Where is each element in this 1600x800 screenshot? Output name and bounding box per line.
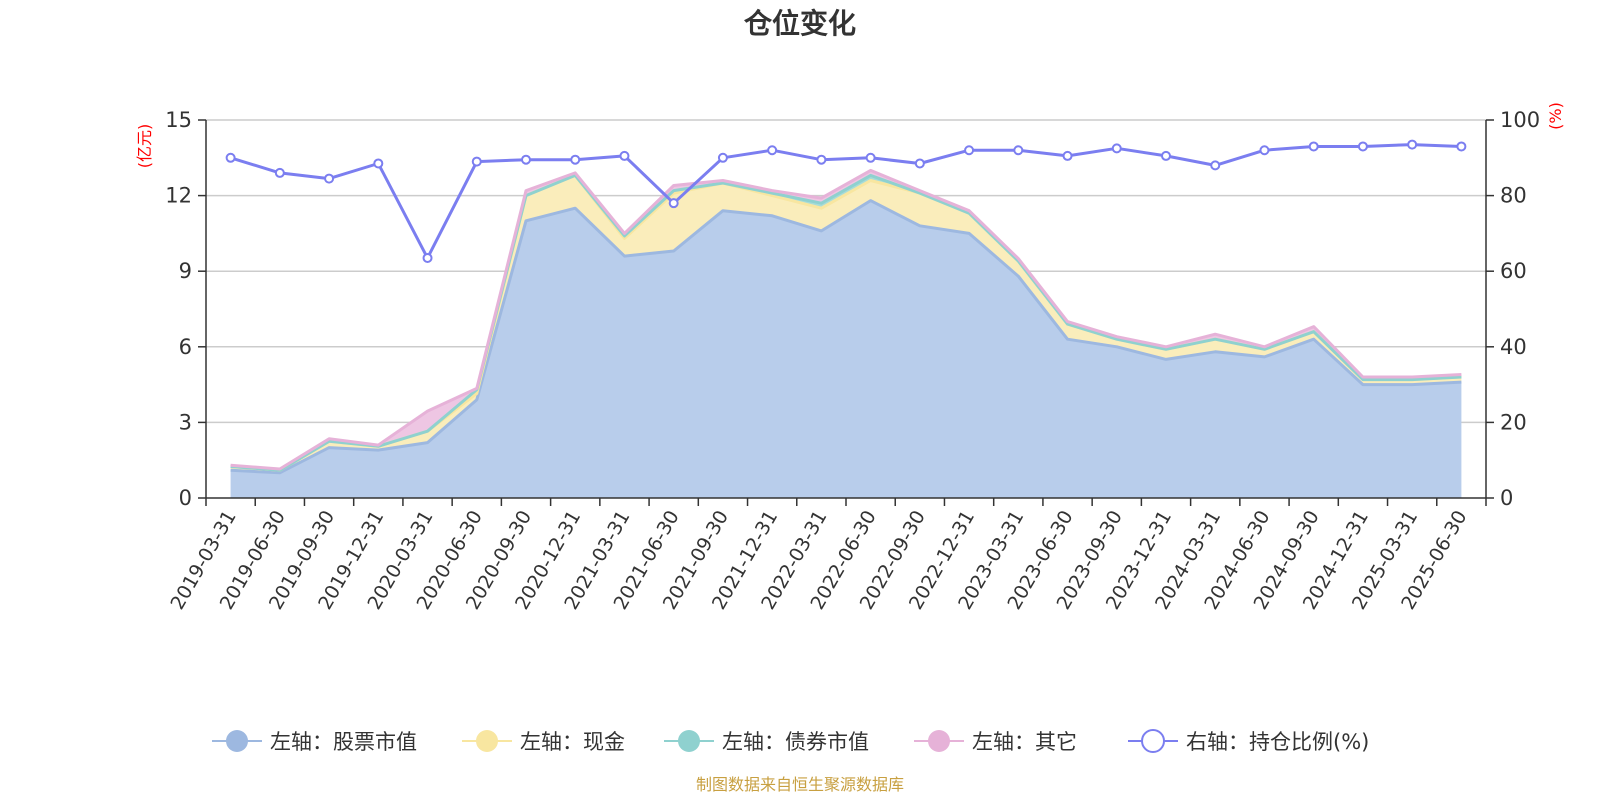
- legend-label: 左轴：其它: [972, 730, 1077, 754]
- legend-item: 左轴：债券市值: [664, 730, 869, 754]
- ratio-point: [1210, 160, 1221, 171]
- data-source-note: 制图数据来自恒生聚源数据库: [696, 775, 904, 794]
- ratio-point: [1013, 145, 1024, 156]
- ratio-line-series: [225, 139, 1467, 263]
- legend-item: 左轴：现金: [462, 730, 625, 754]
- legend-marker: [226, 730, 248, 752]
- ratio-point: [422, 252, 433, 263]
- legend-item: 左轴：其它: [914, 730, 1077, 754]
- area-line-左轴：股票市值: [230, 199, 1462, 475]
- right-axis-unit: (%): [1546, 102, 1565, 130]
- legend-item: 右轴：持仓比例(%): [1128, 729, 1369, 754]
- area-line-左轴：债券市值: [230, 173, 1462, 472]
- left-y-tick-label: 15: [165, 108, 192, 132]
- left-axis-unit: (亿元): [135, 124, 154, 169]
- ratio-point: [914, 158, 925, 169]
- chart-title: 仓位变化: [744, 7, 856, 40]
- ratio-point: [1407, 139, 1418, 150]
- legend-label: 左轴：债券市值: [722, 730, 869, 754]
- right-y-tick-label: 100: [1500, 108, 1540, 132]
- ratio-line: [230, 143, 1462, 260]
- right-y-tick-label: 0: [1500, 486, 1513, 510]
- ratio-point: [274, 167, 285, 178]
- left-y-tick-label: 6: [179, 335, 192, 359]
- ratio-point: [1308, 141, 1319, 152]
- ratio-point: [964, 145, 975, 156]
- legend-item: 左轴：股票市值: [212, 730, 417, 754]
- ratio-point: [668, 198, 679, 209]
- left-y-tick-label: 3: [179, 410, 192, 434]
- ratio-point: [1111, 143, 1122, 154]
- ratio-point: [1062, 150, 1073, 161]
- ratio-point: [1456, 141, 1467, 152]
- legend-marker: [476, 730, 498, 752]
- area-line-左轴：其它: [230, 168, 1462, 471]
- ratio-point: [471, 156, 482, 167]
- ratio-point: [521, 154, 531, 165]
- legend-label: 左轴：股票市值: [270, 730, 417, 754]
- ratio-point: [816, 154, 827, 165]
- legend-marker: [928, 730, 950, 752]
- ratio-point: [717, 152, 728, 163]
- ratio-point: [324, 173, 335, 184]
- legend: 左轴：股票市值 左轴：现金 左轴：债券市值 左轴：其它 右轴：持仓比例(%): [212, 729, 1369, 754]
- ratio-point: [767, 145, 778, 156]
- area-左轴：股票市值: [230, 200, 1462, 498]
- legend-label: 右轴：持仓比例(%): [1186, 730, 1369, 754]
- ratio-point: [619, 150, 630, 161]
- right-y-tick-label: 40: [1500, 335, 1527, 359]
- left-y-tick-label: 0: [179, 486, 192, 510]
- ratio-point: [570, 154, 581, 165]
- right-y-tick-label: 60: [1500, 259, 1527, 283]
- stacked-areas: [230, 168, 1462, 498]
- legend-marker: [1141, 729, 1165, 753]
- ratio-point: [1357, 141, 1368, 152]
- legend-marker: [678, 730, 700, 752]
- left-y-tick-label: 9: [179, 259, 192, 283]
- ratio-point: [865, 152, 876, 163]
- ratio-point: [1259, 145, 1270, 156]
- right-y-tick-label: 20: [1500, 410, 1527, 434]
- ratio-point: [1161, 150, 1171, 161]
- ratio-point: [225, 152, 236, 163]
- ratio-point: [373, 158, 384, 169]
- right-y-tick-label: 80: [1500, 184, 1527, 208]
- legend-label: 左轴：现金: [520, 730, 625, 754]
- left-y-tick-label: 12: [165, 184, 192, 208]
